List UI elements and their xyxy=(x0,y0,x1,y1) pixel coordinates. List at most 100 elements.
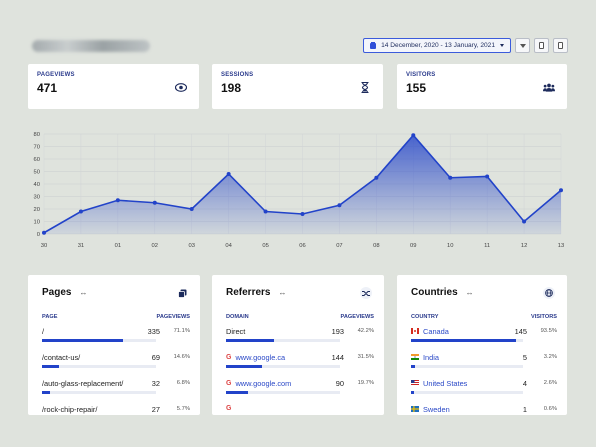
x-tick-label: 01 xyxy=(115,243,121,249)
list-item[interactable]: G xyxy=(226,400,374,415)
row-label: /rock-chip-repair/ xyxy=(42,405,98,414)
page-path[interactable]: / xyxy=(42,327,44,336)
referrer-domain[interactable]: G xyxy=(226,405,235,412)
copy-icon[interactable] xyxy=(176,287,188,299)
toolbar: 14 December, 2020 - 13 January, 2021 xyxy=(363,38,568,53)
y-tick-label: 10 xyxy=(34,220,40,226)
row-label: Sweden xyxy=(423,405,450,414)
chart-point[interactable] xyxy=(300,212,305,216)
list-item[interactable]: United States 4 2.6% xyxy=(411,374,557,398)
page-path[interactable]: /rock-chip-repair/ xyxy=(42,405,97,414)
chart-point[interactable] xyxy=(374,175,379,180)
progress-track xyxy=(42,339,156,342)
sessions-label: SESSIONS xyxy=(221,72,254,78)
chart-area xyxy=(44,135,561,234)
country-name[interactable]: United States xyxy=(411,379,467,388)
chart-point[interactable] xyxy=(485,174,490,179)
country-name[interactable]: Sweden xyxy=(411,405,450,414)
row-percent: 6.8% xyxy=(176,380,190,386)
export-button[interactable] xyxy=(534,38,549,53)
progress-fill xyxy=(226,391,249,394)
document-icon xyxy=(558,42,563,49)
chart-point[interactable] xyxy=(42,230,46,235)
x-tick-label: 02 xyxy=(152,243,158,249)
shuffle-icon[interactable] xyxy=(360,287,372,299)
row-percent: 3.2% xyxy=(543,354,557,360)
expand-arrows-icon[interactable]: ↔ xyxy=(465,288,474,297)
chart-point[interactable] xyxy=(115,198,120,203)
row-label: /contact-us/ xyxy=(42,353,81,362)
country-name[interactable]: Canada xyxy=(411,327,449,336)
calendar-icon xyxy=(370,41,377,49)
chart-point[interactable] xyxy=(226,172,231,176)
date-range-picker[interactable]: 14 December, 2020 - 13 January, 2021 xyxy=(363,38,511,53)
y-tick-label: 60 xyxy=(34,157,40,163)
chart-point[interactable] xyxy=(152,200,157,205)
list-item[interactable]: /auto-glass-replacement/32 6.8% xyxy=(42,374,190,398)
chart-point[interactable] xyxy=(522,219,527,224)
y-tick-label: 20 xyxy=(34,207,40,213)
pageviews-column-label: PAGEVIEWS xyxy=(340,314,374,320)
chart-point[interactable] xyxy=(78,209,83,214)
referrer-domain[interactable]: Direct xyxy=(226,327,245,336)
x-tick-label: 08 xyxy=(373,243,379,249)
google-icon: G xyxy=(226,405,232,412)
progress-track xyxy=(411,391,523,394)
chart-point[interactable] xyxy=(559,188,563,193)
row-count: 27 xyxy=(151,405,160,414)
progress-track xyxy=(411,339,523,342)
visitors-label: VISITORS xyxy=(406,72,436,78)
visitors-column-label: VISITORS xyxy=(530,314,557,320)
report-button[interactable] xyxy=(553,38,568,53)
list-item[interactable]: /rock-chip-repair/27 5.7% xyxy=(42,400,190,415)
list-item[interactable]: Sweden 1 0.6% xyxy=(411,400,557,415)
pages-column-header: PAGE PAGEVIEWS xyxy=(42,314,190,320)
filter-button[interactable] xyxy=(515,38,530,53)
progress-fill xyxy=(411,365,415,368)
y-tick-label: 50 xyxy=(34,170,40,176)
countries-column-header: COUNTRY VISITORS xyxy=(411,314,557,320)
date-range-label: 14 December, 2020 - 13 January, 2021 xyxy=(381,42,495,49)
row-label: Direct xyxy=(226,327,246,336)
chart-point[interactable] xyxy=(189,207,194,211)
globe-icon[interactable] xyxy=(543,287,555,299)
sessions-card: SESSIONS 198 xyxy=(212,64,383,109)
y-tick-label: 80 xyxy=(34,132,40,138)
x-tick-label: 31 xyxy=(78,243,84,249)
chart-point[interactable] xyxy=(448,175,453,180)
x-tick-label: 10 xyxy=(447,243,453,249)
progress-fill xyxy=(411,391,415,394)
list-item[interactable]: / 335 71.1% xyxy=(42,322,190,346)
chart-point[interactable] xyxy=(263,209,268,214)
row-count: 32 xyxy=(151,379,160,388)
expand-arrows-icon[interactable]: ↔ xyxy=(79,288,88,297)
list-item[interactable]: India 5 3.2% xyxy=(411,348,557,372)
x-tick-label: 09 xyxy=(410,243,416,249)
filter-icon xyxy=(519,43,526,48)
row-label: www.google.com xyxy=(235,379,292,388)
progress-fill xyxy=(226,339,275,342)
x-tick-label: 30 xyxy=(41,243,47,249)
page-path[interactable]: /auto-glass-replacement/ xyxy=(42,379,123,388)
pages-title-text: Pages xyxy=(42,287,72,298)
expand-arrows-icon[interactable]: ↔ xyxy=(278,288,287,297)
country-name[interactable]: India xyxy=(411,353,439,362)
row-count: 144 xyxy=(331,353,344,362)
row-percent: 2.6% xyxy=(543,380,557,386)
page-path[interactable]: /contact-us/ xyxy=(42,353,80,362)
hourglass-icon xyxy=(359,81,371,93)
document-icon xyxy=(539,42,544,49)
list-item[interactable]: Direct 193 42.2% xyxy=(226,322,374,346)
list-item[interactable]: Canada 145 93.5% xyxy=(411,322,557,346)
row-count: 193 xyxy=(331,327,344,336)
row-percent: 19.7% xyxy=(357,380,374,386)
chart-point[interactable] xyxy=(337,203,342,208)
list-item[interactable]: /contact-us/69 14.6% xyxy=(42,348,190,372)
referrers-column-header: DOMAIN PAGEVIEWS xyxy=(226,314,374,320)
chart-point[interactable] xyxy=(411,133,416,138)
sweden-flag-icon xyxy=(411,405,419,414)
